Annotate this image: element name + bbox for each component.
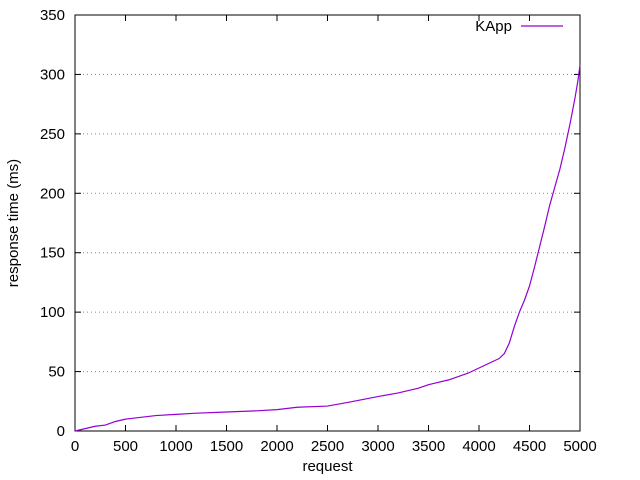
y-tick-label: 200	[40, 185, 65, 202]
axis-ticks	[74, 14, 581, 432]
legend: KApp	[475, 18, 563, 35]
x-axis-label: request	[302, 458, 353, 475]
legend-label: KApp	[475, 18, 512, 35]
y-tick-label: 0	[57, 423, 65, 440]
x-tick-label: 5000	[563, 438, 596, 455]
x-tick-label: 500	[113, 438, 138, 455]
y-tick-label: 100	[40, 304, 65, 321]
y-tick-label: 250	[40, 126, 65, 143]
x-tick-label: 0	[71, 438, 79, 455]
y-tick-label: 300	[40, 66, 65, 83]
y-axis-label: response time (ms)	[5, 159, 22, 287]
x-tick-label: 4000	[462, 438, 495, 455]
series-line-kapp	[74, 64, 581, 432]
x-tick-label: 4500	[513, 438, 546, 455]
series-group	[74, 64, 581, 432]
x-tick-label: 3500	[412, 438, 445, 455]
grid-lines	[75, 73, 580, 373]
x-tick-label: 2000	[260, 438, 293, 455]
y-tick-label: 350	[40, 7, 65, 24]
x-tick-label: 1500	[210, 438, 243, 455]
x-tick-label: 2500	[311, 438, 344, 455]
x-tick-label: 1000	[159, 438, 192, 455]
y-tick-label: 150	[40, 245, 65, 262]
plot-frame	[74, 14, 581, 432]
x-tick-label: 3000	[361, 438, 394, 455]
y-tick-label: 50	[48, 364, 65, 381]
